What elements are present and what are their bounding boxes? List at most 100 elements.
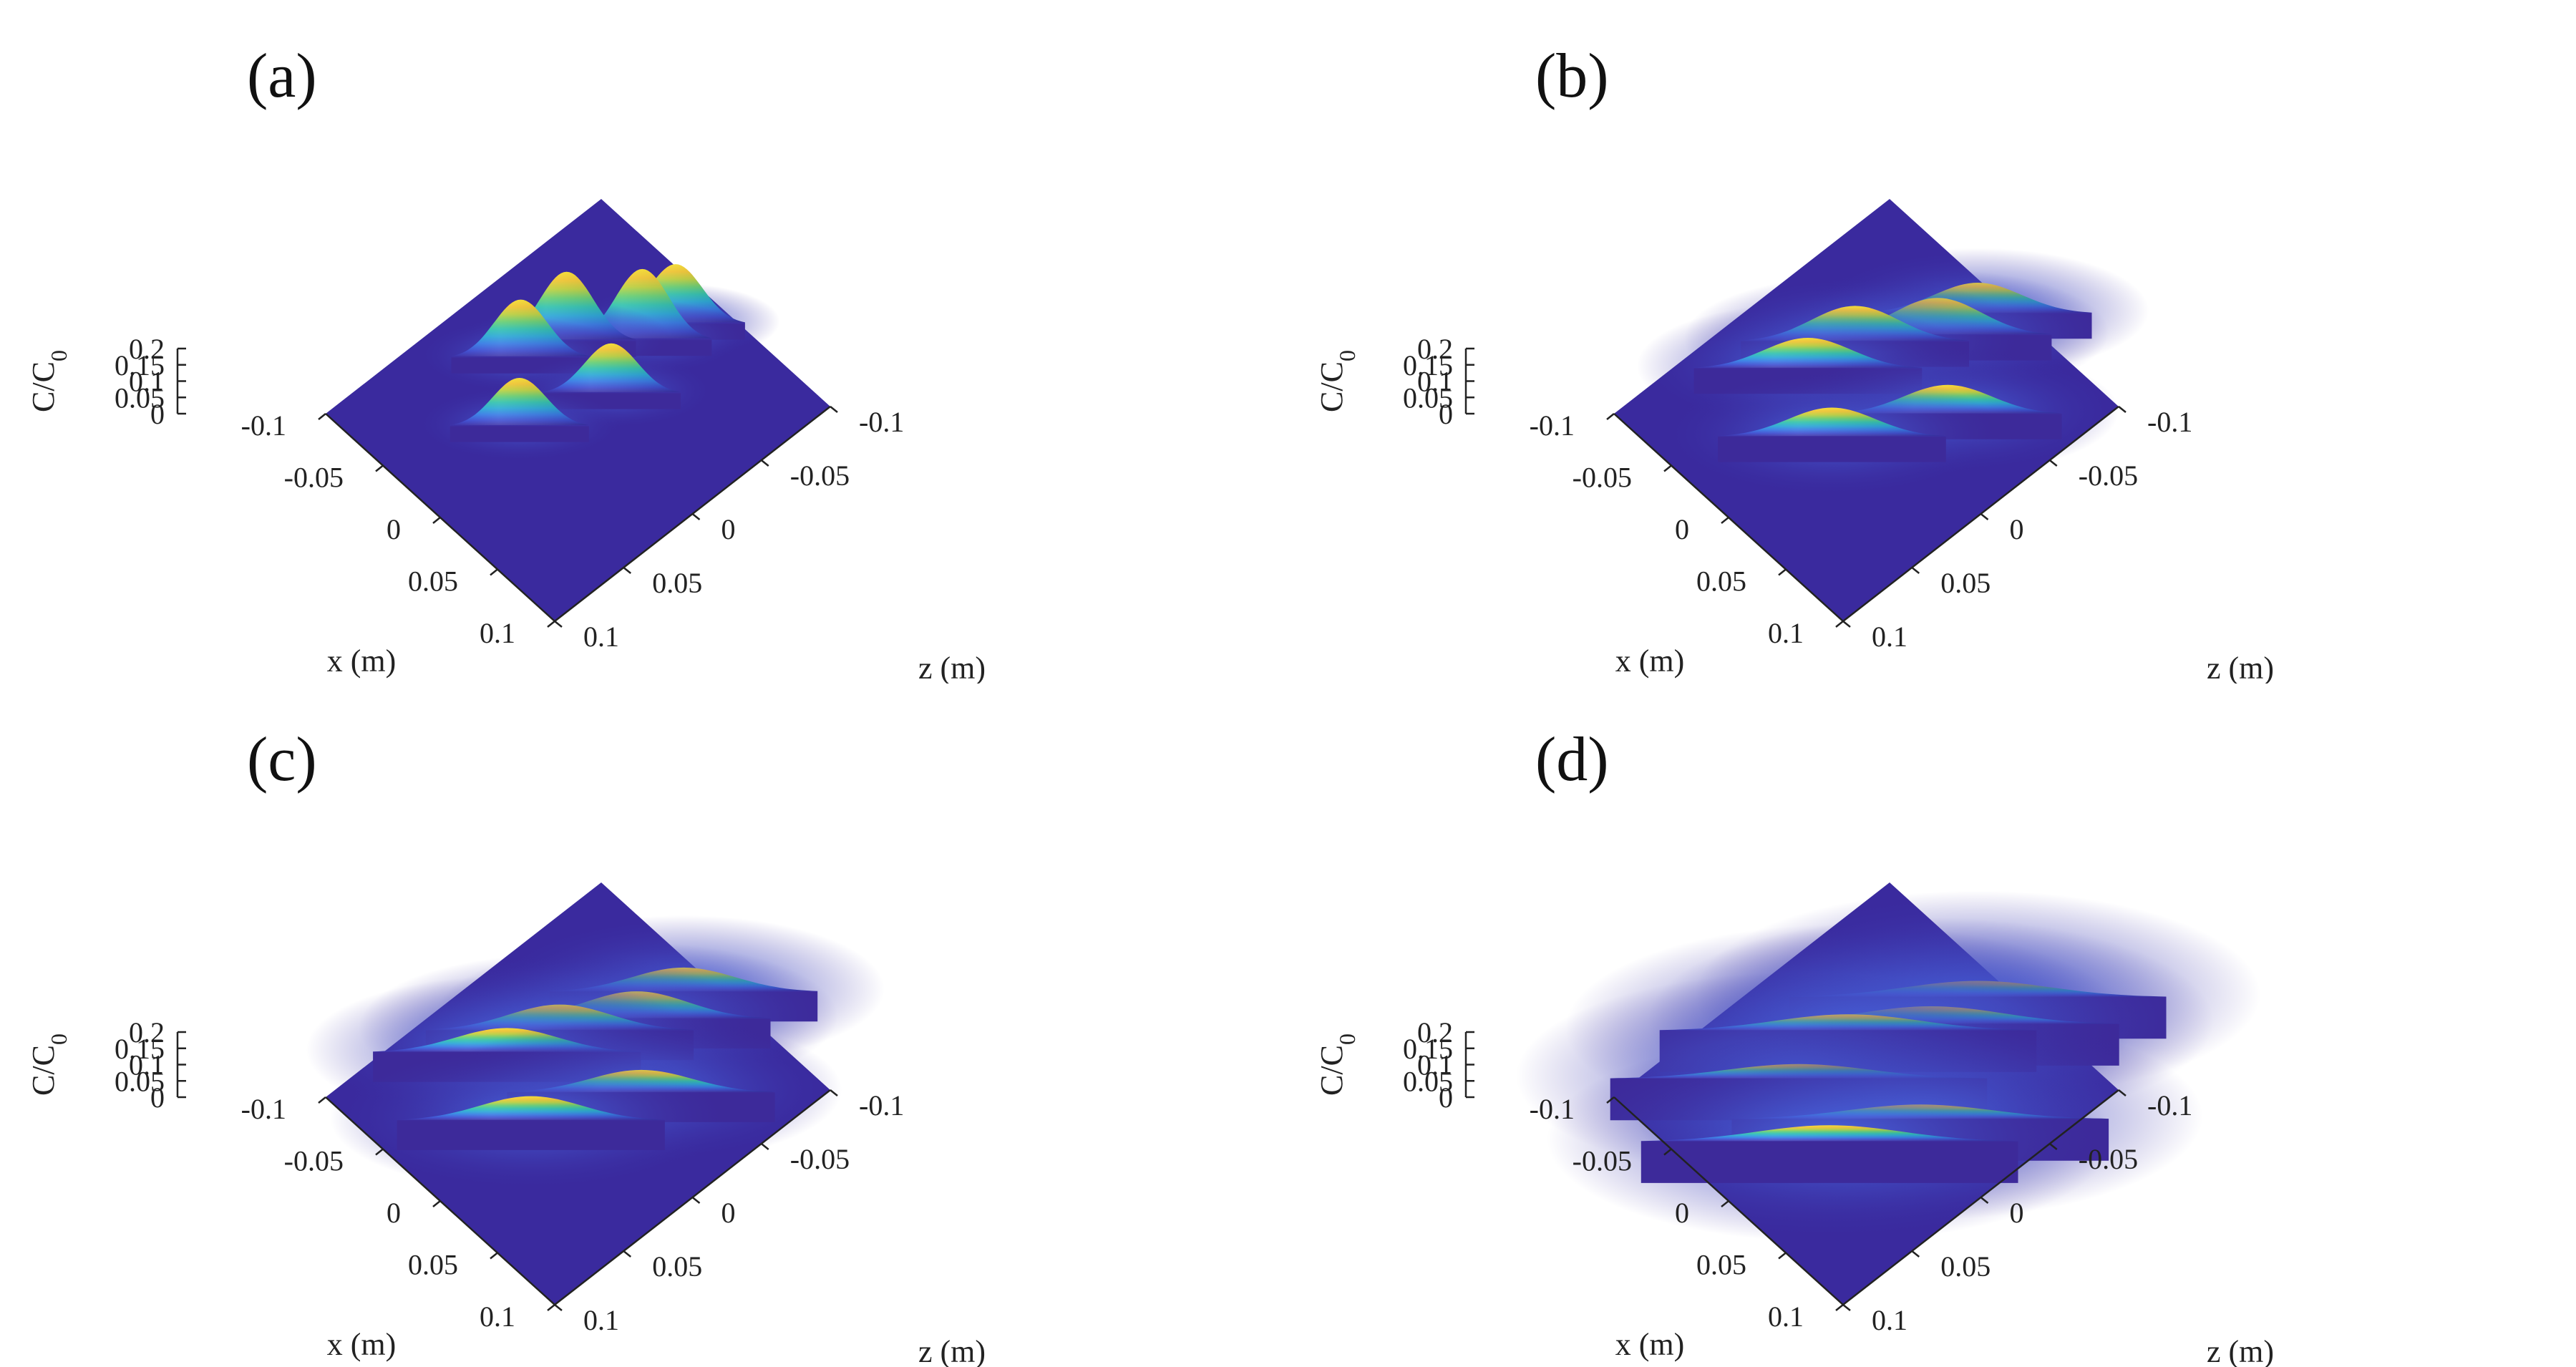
z-tick-label: 0.05 xyxy=(1403,1065,1453,1097)
z-tick-label: 0.2 xyxy=(129,333,165,365)
x-tick xyxy=(1606,1096,1615,1104)
depth-tick-label: 0.05 xyxy=(1940,1250,1991,1283)
panel-c: 0 0.05 0.1 0.15 0.2 -0.1 -0.05 0 0.05 0.1 0.1 0.05 0… xyxy=(0,684,1288,1367)
depth-tick-label: 0 xyxy=(721,1197,736,1229)
depth-tick xyxy=(760,459,769,467)
z-tick-label: 0 xyxy=(1439,1081,1453,1114)
x-tick xyxy=(318,1096,326,1104)
x-tick-label: 0.1 xyxy=(1768,617,1804,649)
x-axis-label: x (m) xyxy=(1615,1327,1685,1362)
depth-axis-label: z (m) xyxy=(2207,651,2274,684)
x-tick-label: 0 xyxy=(387,1197,401,1229)
depth-tick-label: 0.05 xyxy=(1940,567,1991,599)
x-tick xyxy=(1835,1304,1844,1311)
depth-tick-label: 0 xyxy=(2010,1197,2024,1229)
z-tick-label: 0 xyxy=(1439,398,1453,430)
z-tick-label: 0.1 xyxy=(129,366,165,398)
x-tick xyxy=(1721,1200,1729,1207)
x-tick-label: 0 xyxy=(1675,1197,1689,1229)
depth-tick-label: 0.1 xyxy=(1872,621,1907,653)
depth-tick-label: -0.05 xyxy=(790,459,850,492)
depth-axis-label: z (m) xyxy=(918,1334,986,1367)
z-tick-label: 0.2 xyxy=(1417,333,1453,365)
depth-tick xyxy=(1911,1250,1920,1257)
depth-tick xyxy=(1911,567,1920,574)
depth-tick xyxy=(554,621,563,628)
z-axis-label: C/C0 xyxy=(26,350,72,412)
z-tick-label: 0.05 xyxy=(115,1065,165,1097)
depth-tick-label: 0.1 xyxy=(583,621,619,653)
z-axis-label: C/C0 xyxy=(1314,1033,1360,1096)
depth-tick-label: 0.1 xyxy=(583,1304,619,1336)
z-axis-label: C/C0 xyxy=(1314,350,1360,412)
depth-tick xyxy=(2048,1143,2058,1150)
axes xyxy=(176,1031,838,1311)
depth-tick xyxy=(830,1089,838,1096)
x-tick-label: -0.05 xyxy=(284,462,344,494)
peak-5 xyxy=(330,1044,732,1192)
x-tick-label: -0.05 xyxy=(1573,462,1632,494)
z-tick-label: 0.2 xyxy=(1417,1016,1453,1049)
x-tick-label: -0.1 xyxy=(241,409,286,442)
depth-tick xyxy=(623,567,632,574)
z-tick-label: 0.2 xyxy=(129,1016,165,1049)
x-tick xyxy=(547,621,555,628)
z-tick-label: 0.15 xyxy=(1403,349,1453,381)
x-tick-label: 0 xyxy=(387,513,401,545)
depth-tick-label: -0.05 xyxy=(790,1143,850,1175)
z-tick-label: 0.15 xyxy=(115,349,165,381)
z-tick-label: 0.1 xyxy=(129,1049,165,1081)
depth-axis-label: z (m) xyxy=(918,651,986,684)
panel-label: (c) xyxy=(247,725,317,794)
z-tick-label: 0.1 xyxy=(1417,366,1453,398)
x-tick-label: -0.05 xyxy=(284,1145,344,1177)
axes xyxy=(176,347,838,628)
x-tick xyxy=(547,1304,555,1311)
x-tick xyxy=(375,1148,384,1156)
x-tick xyxy=(1721,517,1729,524)
x-axis-label: x (m) xyxy=(327,643,397,678)
x-tick-label: 0.05 xyxy=(1696,1249,1746,1281)
depth-tick-label: 0.1 xyxy=(1872,1304,1907,1336)
z-tick-label: 0.05 xyxy=(115,381,165,414)
depth-tick-label: -0.05 xyxy=(2079,459,2138,492)
depth-tick-label: -0.1 xyxy=(2147,1089,2192,1122)
depth-tick-label: -0.1 xyxy=(2147,406,2192,438)
depth-tick xyxy=(623,1250,632,1257)
x-tick xyxy=(1835,621,1844,628)
depth-tick-label: 0.05 xyxy=(652,1250,702,1283)
depth-tick xyxy=(554,1304,563,1311)
peak-3 xyxy=(415,378,624,462)
depth-tick-label: -0.05 xyxy=(2079,1143,2138,1175)
peak-5 xyxy=(1547,1035,2113,1242)
x-tick-label: -0.1 xyxy=(241,1093,286,1125)
panel-label: (a) xyxy=(247,42,317,111)
x-tick xyxy=(1663,1148,1672,1156)
z-tick-label: 0.15 xyxy=(115,1033,165,1065)
panel-label: (b) xyxy=(1535,42,1609,111)
x-tick-label: 0 xyxy=(1675,513,1689,545)
axes xyxy=(1464,1031,2127,1311)
depth-tick-label: 0 xyxy=(2010,513,2024,545)
x-axis-label: x (m) xyxy=(1615,643,1685,678)
panel-b: 0 0.05 0.1 0.15 0.2 -0.1 -0.05 0 0.05 0.1 0.1 0.05 0… xyxy=(1288,0,2576,684)
x-tick-label: -0.1 xyxy=(1530,1093,1575,1125)
x-tick xyxy=(490,568,498,576)
x-tick-label: 0.1 xyxy=(480,617,515,649)
depth-tick xyxy=(830,406,838,413)
z-tick-label: 0.1 xyxy=(1417,1049,1453,1081)
peak-5 xyxy=(1661,371,2003,497)
depth-tick-label: 0 xyxy=(721,513,736,545)
panel-label: (d) xyxy=(1535,725,1609,794)
depth-tick-label: -0.1 xyxy=(859,1089,904,1122)
depth-tick xyxy=(691,513,701,520)
depth-tick xyxy=(1980,513,1989,520)
x-tick xyxy=(1778,568,1787,576)
panel-d: 0 0.05 0.1 0.15 0.2 -0.1 -0.05 0 0.05 0.1 0.1 0.05 0… xyxy=(1288,684,2576,1367)
x-tick-label: -0.1 xyxy=(1530,409,1575,442)
x-tick-label: 0.05 xyxy=(408,565,458,598)
x-tick xyxy=(432,517,441,524)
